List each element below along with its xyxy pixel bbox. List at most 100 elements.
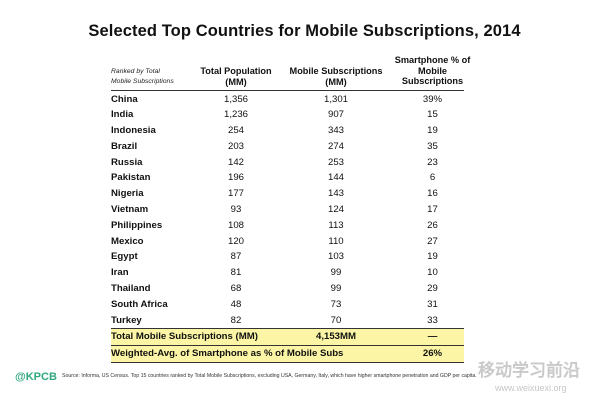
population-cell: 120: [227, 235, 244, 247]
table-row: Thailand 68 99 29: [111, 281, 464, 297]
country-cell: Egypt: [111, 251, 138, 263]
population-cell: 82: [230, 314, 242, 326]
population-cell: 81: [230, 267, 242, 279]
table-row: Vietnam 93 124 17: [111, 202, 464, 218]
subscriptions-cell: 73: [330, 298, 342, 310]
country-cell: India: [111, 109, 134, 121]
country-cell: Iran: [111, 267, 129, 279]
country-cell: South Africa: [111, 298, 168, 310]
smartphone-cell: 26: [427, 219, 438, 231]
smartphone-cell: 17: [427, 204, 438, 216]
subscriptions-cell: 70: [330, 314, 342, 326]
table-row: Russia 142 253 23: [111, 154, 464, 170]
smartphone-cell: 6: [429, 172, 436, 184]
country-cell: Vietnam: [111, 204, 149, 216]
population-cell: 108: [227, 219, 244, 231]
subscriptions-cell: 343: [327, 125, 344, 137]
population-cell: 93: [230, 204, 242, 216]
watermark-title: 移动学习前沿: [478, 361, 580, 380]
population-cell: 87: [230, 251, 242, 263]
subscriptions-cell: 253: [327, 156, 344, 168]
subscriptions-cell: 143: [327, 188, 344, 200]
table-row: Turkey 82 70 33: [111, 312, 464, 328]
smartphone-cell: 29: [427, 283, 438, 295]
header-mobile-subscriptions-line2: (MM): [325, 76, 347, 87]
smartphone-cell: 31: [427, 298, 438, 310]
subscriptions-cell: 103: [327, 251, 344, 263]
table-row: Brazil 203 274 35: [111, 138, 464, 154]
subscriptions-cell: 1,301: [323, 93, 348, 105]
smartphone-cell: 39%: [422, 93, 443, 105]
subscriptions-table: Ranked by Total Mobile Subscriptions Tot…: [111, 55, 470, 363]
rank-note: Ranked by Total Mobile Subscriptions: [111, 67, 191, 86]
country-cell: China: [111, 93, 138, 105]
smartphone-cell: 16: [427, 188, 438, 200]
smartphone-cell: 19: [427, 125, 438, 137]
header-smartphone-pct: Smartphone % of Mobile Subscriptions: [394, 55, 471, 87]
population-cell: 68: [230, 283, 242, 295]
smartphone-cell: 27: [427, 235, 438, 247]
subscriptions-cell: 110: [328, 235, 344, 247]
table-row: Mexico 120 110 27: [111, 233, 464, 249]
smartphone-cell: 19: [427, 251, 438, 263]
header-smartphone-pct-line2: Mobile: [417, 65, 448, 76]
country-cell: Russia: [111, 156, 143, 168]
weighted-average-row: Weighted-Avg. of Smartphone as % of Mobi…: [111, 344, 464, 363]
subscriptions-cell: 907: [327, 109, 344, 121]
population-cell: 142: [227, 156, 244, 168]
country-cell: Thailand: [111, 283, 151, 295]
population-cell: 1,236: [223, 109, 248, 121]
smartphone-cell: 15: [427, 109, 438, 121]
kpcb-logo: @KPCB: [15, 371, 57, 383]
smartphone-cell: 35: [427, 140, 438, 152]
rank-note-line2: Mobile Subscriptions: [111, 77, 174, 85]
population-cell: 196: [227, 172, 244, 184]
population-cell: 203: [227, 140, 244, 152]
smartphone-cell: 23: [427, 156, 438, 168]
population-cell: 1,356: [223, 93, 248, 105]
country-cell: Nigeria: [111, 188, 144, 200]
total-subscriptions-row: Total Mobile Subscriptions (MM) 4,153MM —: [111, 327, 464, 345]
table-row: South Africa 48 73 31: [111, 296, 464, 312]
population-cell: 254: [227, 125, 244, 137]
country-cell: Brazil: [111, 140, 138, 152]
population-cell: 48: [230, 298, 242, 310]
watermark-url: www.weixuexi.org: [495, 383, 567, 393]
country-cell: Mexico: [111, 235, 144, 247]
subscriptions-cell: 99: [330, 283, 342, 295]
subscriptions-cell: 274: [327, 140, 344, 152]
summary-label: Total Mobile Subscriptions (MM): [111, 331, 258, 343]
smartphone-cell: 10: [427, 267, 438, 279]
summary-smartphone: 26%: [422, 348, 443, 360]
country-cell: Philippines: [111, 219, 163, 231]
header-total-population: Total Population (MM): [199, 66, 273, 87]
header-total-population-line1: Total Population: [200, 66, 272, 76]
subscriptions-cell: 99: [330, 267, 342, 279]
smartphone-cell: 33: [427, 314, 438, 326]
subscriptions-cell: 124: [327, 204, 344, 216]
country-cell: Turkey: [111, 314, 142, 326]
table-row: Indonesia 254 343 19: [111, 123, 464, 139]
country-cell: Indonesia: [111, 125, 156, 137]
table-row: Philippines 108 113 26: [111, 217, 464, 233]
table-row: India 1,236 907 15: [111, 107, 464, 123]
rank-note-line1: Ranked by Total: [111, 68, 160, 75]
header-mobile-subscriptions-line1: Mobile Subscriptions: [289, 66, 383, 76]
subscriptions-cell: 113: [328, 219, 344, 231]
header-total-population-line2: (MM): [225, 76, 247, 87]
table-row: China 1,356 1,301 39%: [111, 91, 464, 107]
header-smartphone-pct-line3: Subscriptions: [401, 76, 464, 86]
header-mobile-subscriptions: Mobile Subscriptions (MM): [283, 66, 389, 87]
header-smartphone-pct-line1: Smartphone % of: [394, 55, 471, 65]
subscriptions-cell: 144: [327, 172, 344, 184]
summary-label: Weighted-Avg. of Smartphone as % of Mobi…: [111, 348, 344, 360]
summary-subscriptions: 4,153MM: [316, 331, 356, 343]
table-row: Egypt 87 103 19: [111, 249, 464, 265]
table-row: Nigeria 177 143 16: [111, 186, 464, 202]
table-row: Iran 81 99 10: [111, 265, 464, 281]
source-note: Source: Informa, US Census. Top 15 count…: [62, 373, 477, 379]
header-divider: [111, 90, 464, 91]
page-title: Selected Top Countries for Mobile Subscr…: [88, 22, 521, 40]
population-cell: 177: [227, 188, 244, 200]
table-header: Ranked by Total Mobile Subscriptions Tot…: [111, 55, 470, 90]
